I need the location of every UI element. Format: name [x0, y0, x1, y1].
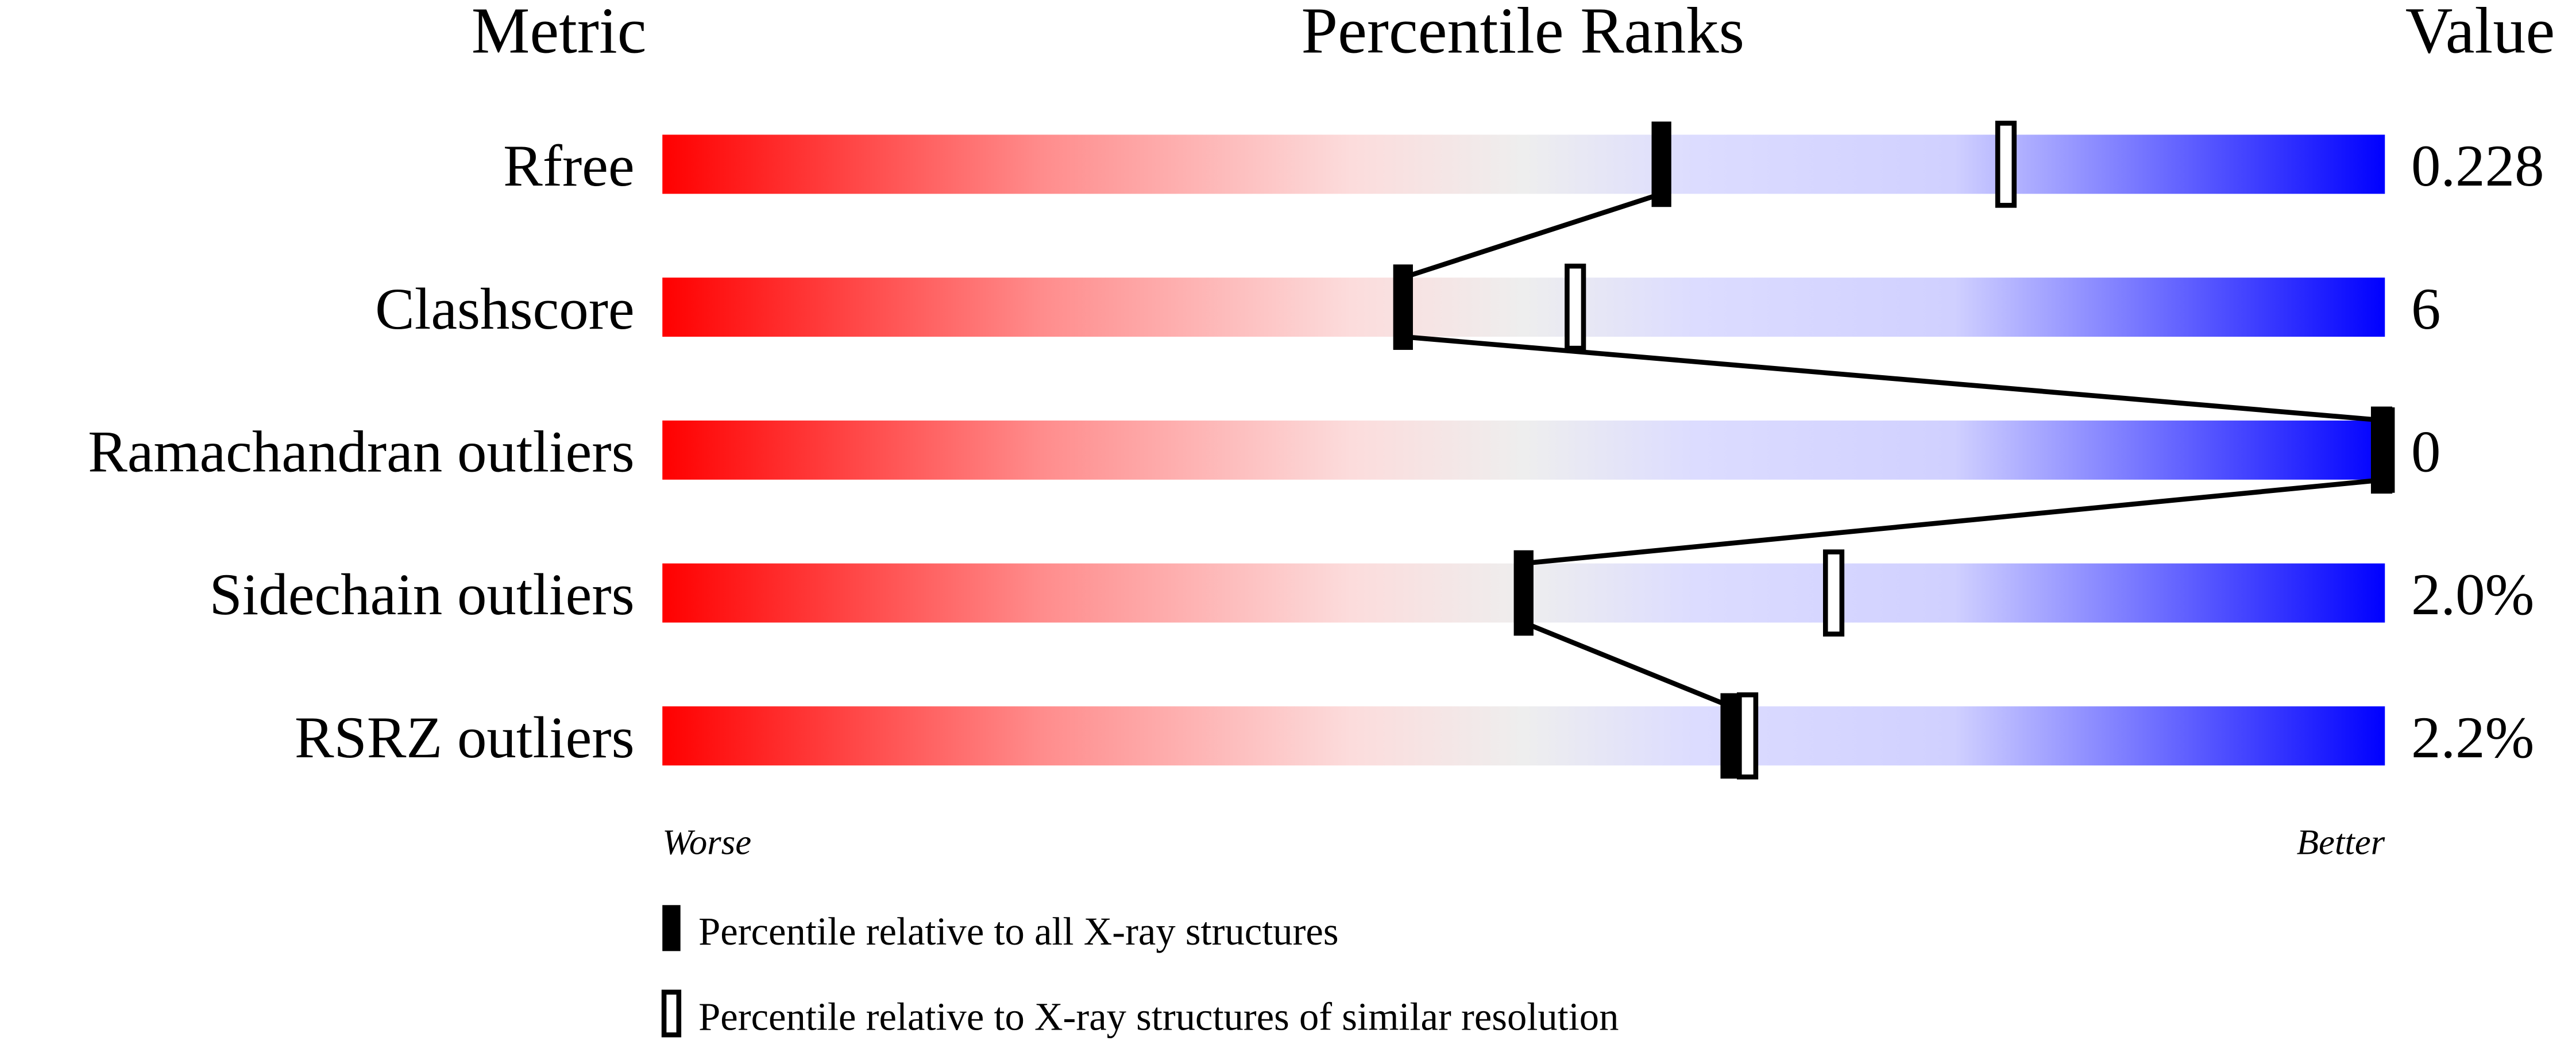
- marker-all-structures: [1393, 264, 1413, 350]
- header-metric: Metric: [472, 0, 647, 67]
- marker-similar-resolution: [1995, 121, 2017, 208]
- connector-line: [1402, 191, 1663, 280]
- metric-value: 0.228: [2411, 133, 2544, 199]
- metric-label: Clashscore: [375, 276, 635, 342]
- connector-line: [1523, 620, 1732, 709]
- connector-line: [1403, 334, 2385, 423]
- percentile-bar: [662, 706, 2385, 766]
- header-percentile-ranks: Percentile Ranks: [1301, 0, 1745, 67]
- header-value: Value: [2405, 0, 2555, 67]
- marker-similar-resolution: [1822, 549, 1845, 637]
- marker-all-structures: [1720, 693, 1740, 779]
- metric-label: RSRZ outliers: [295, 705, 635, 770]
- legend-filled-marker: [662, 905, 681, 951]
- connector-line: [1523, 477, 2385, 566]
- marker-all-structures: [2375, 407, 2395, 493]
- percentile-bar: [662, 278, 2385, 337]
- marker-similar-resolution: [1737, 692, 1759, 780]
- marker-all-structures: [1513, 550, 1534, 636]
- axis-label-better: Better: [2297, 822, 2385, 862]
- metric-label: Ramachandran outliers: [88, 419, 635, 485]
- metric-label: Sidechain outliers: [209, 562, 634, 627]
- marker-similar-resolution: [1565, 263, 1586, 351]
- percentile-bar: [662, 420, 2385, 480]
- legend-label-similar: Percentile relative to X-ray structures …: [698, 995, 1619, 1039]
- marker-all-structures: [1651, 121, 1671, 207]
- metric-label: Rfree: [503, 133, 635, 199]
- metric-value: 6: [2411, 276, 2440, 342]
- legend-open-marker: [661, 989, 682, 1038]
- metric-value: 2.0%: [2411, 562, 2534, 627]
- metric-value: 0: [2411, 419, 2440, 485]
- legend-label-all: Percentile relative to all X-ray structu…: [698, 910, 1338, 953]
- axis-label-worse: Worse: [662, 822, 751, 862]
- metric-value: 2.2%: [2411, 705, 2534, 770]
- percentile-bar: [662, 134, 2385, 194]
